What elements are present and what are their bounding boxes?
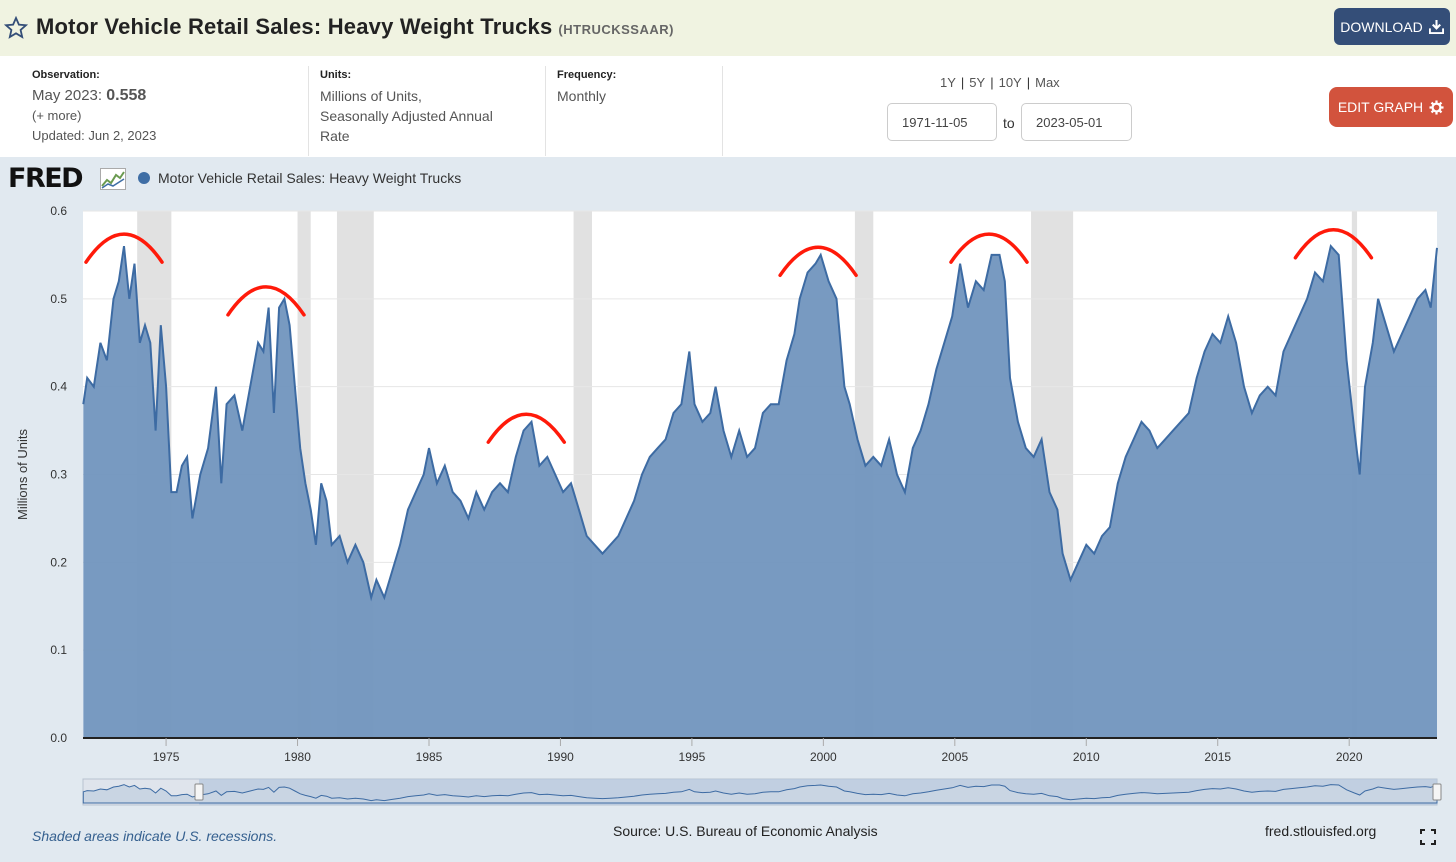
fred-logo-text: FRED [8,163,84,194]
page-title: Motor Vehicle Retail Sales: Heavy Weight… [36,14,674,40]
end-date-input[interactable]: 2023-05-01 [1021,103,1132,141]
peak-annotation-arc [1293,228,1374,260]
x-tick-label: 1985 [416,750,443,764]
y-tick-label: 0.5 [50,292,67,306]
units-label: Units: [320,69,352,81]
peak-annotation-arc [84,232,164,264]
gear-icon [1429,99,1444,115]
y-tick-label: 0.1 [50,643,67,657]
download-icon [1428,19,1444,34]
units-block: Units: Millions of Units, Seasonally Adj… [320,68,493,146]
source-note: Source: U.S. Bureau of Economic Analysis [613,823,878,839]
x-tick-label: 2015 [1204,750,1231,764]
title-bar: Motor Vehicle Retail Sales: Heavy Weight… [0,0,1456,56]
chart-legend: Motor Vehicle Retail Sales: Heavy Weight… [138,170,461,186]
observation-block: Observation: May 2023: 0.558 (+ more) Up… [32,68,156,146]
series-area [83,246,1437,738]
frequency-value: Monthly [557,88,607,104]
updated-date: Updated: Jun 2, 2023 [32,128,157,143]
range-10y[interactable]: 10Y [998,75,1022,90]
units-line: Millions of Units, [320,88,422,104]
peak-annotation-arc [949,232,1029,264]
legend-label: Motor Vehicle Retail Sales: Heavy Weight… [158,170,462,186]
x-tick-label: 1980 [284,750,311,764]
site-link[interactable]: fred.stlouisfed.org [1265,823,1377,839]
y-tick-label: 0.3 [50,468,67,482]
y-tick-label: 0.6 [50,204,67,218]
info-bar: Observation: May 2023: 0.558 (+ more) Up… [0,56,1456,157]
x-tick-label: 2010 [1073,750,1100,764]
range-selector: 1Y | 5Y | 10Y | Max [940,75,1060,90]
x-tick-label: 2000 [810,750,837,764]
fred-logo: FRED [8,163,84,194]
x-tick-label: 1975 [153,750,180,764]
range-navigator[interactable] [0,776,1456,808]
frequency-block: Frequency: Monthly [557,68,616,106]
range-max[interactable]: Max [1035,75,1060,90]
x-tick-label: 2005 [941,750,968,764]
fullscreen-icon[interactable] [1420,829,1436,845]
peak-annotation-arc [778,245,858,278]
x-tick-label: 1990 [547,750,574,764]
observation-date: May 2023: [32,87,103,104]
edit-graph-button[interactable]: EDIT GRAPH [1329,87,1453,127]
series-id: (HTRUCKSSAAR) [558,22,674,37]
units-line: Rate [320,128,350,144]
divider [308,66,309,156]
y-tick-label: 0.2 [50,555,67,569]
edit-graph-label: EDIT GRAPH [1337,99,1424,115]
observation-label: Observation: [32,69,100,81]
star-icon[interactable] [4,16,28,40]
more-link[interactable]: (+ more) [32,108,82,123]
peak-annotation-arc [486,412,567,444]
x-tick-label: 2020 [1336,750,1363,764]
navigator-area [82,783,1438,804]
range-1y[interactable]: 1Y [940,75,956,90]
start-date-input[interactable]: 1971-11-05 [887,103,997,141]
x-tick-label: 1995 [679,750,706,764]
units-line: Seasonally Adjusted Annual [320,108,493,124]
peak-annotation-arc [226,285,306,317]
recession-note: Shaded areas indicate U.S. recessions. [32,828,278,844]
download-button[interactable]: DOWNLOAD [1334,8,1450,45]
series-title: Motor Vehicle Retail Sales: Heavy Weight… [36,14,553,39]
y-axis-title: Millions of Units [15,428,30,520]
legend-dot [138,172,150,184]
main-chart[interactable]: Millions of Units 0.00.10.20.30.40.50.6 … [0,200,1456,770]
to-label: to [1003,115,1015,131]
range-5y[interactable]: 5Y [969,75,986,90]
divider [722,66,723,156]
fred-logo-graph-icon [100,168,126,190]
y-tick-label: 0.4 [50,380,67,394]
observation-value: 0.558 [106,87,147,104]
y-tick-label: 0.0 [50,731,67,745]
navigator-handle-left[interactable] [194,783,204,801]
navigator-handle-right[interactable] [1432,783,1442,801]
frequency-label: Frequency: [557,69,617,81]
series-line [82,243,1438,602]
divider [545,66,546,156]
download-label: DOWNLOAD [1340,18,1423,35]
